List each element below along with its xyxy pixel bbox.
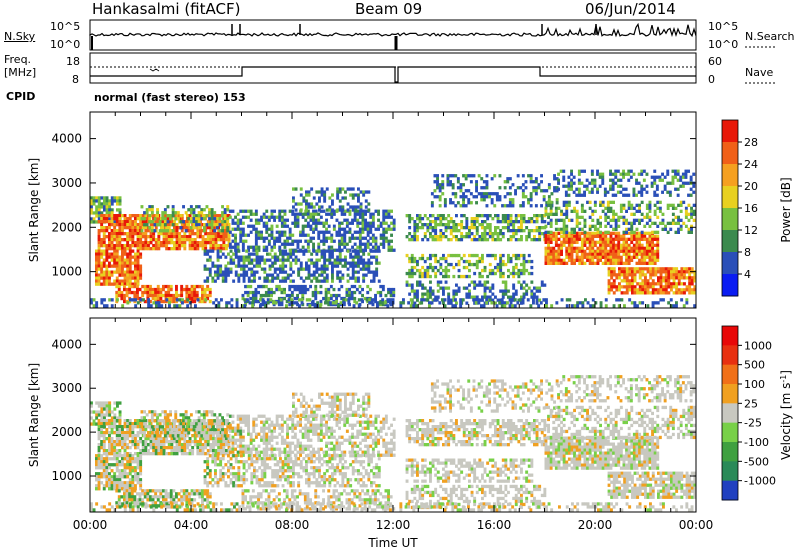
colorbar-cell bbox=[722, 186, 738, 209]
colorbar-cell bbox=[722, 230, 738, 253]
freq-panel-frame bbox=[89, 52, 697, 84]
nave-tick-high: 60 bbox=[708, 55, 722, 68]
freq-label-2: [MHz] bbox=[4, 66, 37, 79]
colorbar-tick-label: 1000 bbox=[744, 339, 772, 352]
colorbar-cell bbox=[722, 480, 738, 501]
x-tick-label: 12:00 bbox=[376, 518, 411, 532]
colorbar-frame bbox=[721, 325, 739, 501]
colorbar-tick-label: 20 bbox=[744, 180, 758, 193]
colorbar-tick-label: 28 bbox=[744, 136, 758, 149]
noise-sky-line bbox=[89, 22, 697, 38]
beam-title: Beam 09 bbox=[355, 0, 423, 18]
freq-line bbox=[90, 66, 696, 83]
nave-tick-low: 0 bbox=[708, 73, 715, 86]
y-tick-label: 2000 bbox=[51, 425, 82, 439]
freq-tick-high: 18 bbox=[66, 55, 80, 68]
colorbar-cell bbox=[722, 252, 738, 275]
y-tick-label: 3000 bbox=[51, 381, 82, 395]
colorbar-tick-label: 25 bbox=[744, 397, 758, 410]
y-tick-label: 4000 bbox=[51, 132, 82, 146]
date-title: 06/Jun/2014 bbox=[585, 0, 676, 18]
nsky-tick-low: 10^0 bbox=[50, 38, 81, 51]
freq-tick-low: 8 bbox=[72, 73, 79, 86]
colorbar-cell bbox=[722, 120, 738, 143]
colorbar-cell bbox=[722, 326, 738, 346]
x-axis-label: Time UT bbox=[367, 536, 418, 550]
nsky-label: N.Sky bbox=[4, 30, 36, 43]
station-title: Hankasalmi (fitACF) bbox=[92, 0, 241, 18]
colorbar-tick-label: 4 bbox=[744, 268, 751, 281]
x-tick-label: 00:00 bbox=[679, 518, 714, 532]
colorbar-tick-label: -25 bbox=[744, 417, 762, 430]
y-tick-label: 2000 bbox=[51, 220, 82, 234]
rti-panel-2 bbox=[90, 375, 697, 512]
colorbar-cell bbox=[722, 403, 738, 424]
colorbar-cell bbox=[722, 442, 738, 462]
nsearch-tick-high: 10^5 bbox=[708, 20, 739, 33]
colorbar-label: Power [dB] bbox=[779, 177, 793, 242]
nsky-tick-high: 10^5 bbox=[50, 20, 81, 33]
y-tick-label: 1000 bbox=[51, 265, 82, 279]
y-axis-label: Slant Range [km] bbox=[27, 158, 41, 262]
colorbar-tick-label: -1000 bbox=[744, 475, 776, 488]
nsearch-label: N.Search bbox=[745, 30, 795, 43]
colorbar-cell bbox=[722, 461, 738, 482]
x-tick-label: 04:00 bbox=[174, 518, 209, 532]
cpid-value: normal (fast stereo) 153 bbox=[94, 91, 246, 104]
cpid-label: CPID bbox=[6, 90, 36, 103]
colorbar-tick-label: 16 bbox=[744, 202, 758, 215]
colorbar-cell bbox=[722, 364, 738, 385]
nsearch-tick-low: 10^0 bbox=[708, 38, 739, 51]
colorbar-tick-label: 24 bbox=[744, 158, 758, 171]
colorbar-cell bbox=[722, 142, 738, 165]
colorbar-tick-label: -100 bbox=[744, 436, 769, 449]
freq-label-1: Freq. bbox=[4, 53, 32, 66]
colorbar-tick-label: 12 bbox=[744, 224, 758, 237]
y-axis-label: Slant Range [km] bbox=[27, 363, 41, 467]
colorbar-cell bbox=[722, 164, 738, 187]
colorbar-cell bbox=[722, 384, 738, 404]
colorbar-tick-label: -500 bbox=[744, 455, 769, 468]
nave-label: Nave bbox=[745, 66, 774, 79]
colorbar-cell bbox=[722, 345, 738, 366]
colorbar-tick-label: 100 bbox=[744, 378, 765, 391]
colorbar-cell bbox=[722, 208, 738, 231]
x-tick-label: 20:00 bbox=[578, 518, 613, 532]
colorbar-tick-label: 500 bbox=[744, 359, 765, 372]
x-tick-label: 08:00 bbox=[275, 518, 310, 532]
colorbar-label: Velocity [m s-1] bbox=[779, 370, 794, 460]
colorbar-cell bbox=[722, 274, 738, 297]
rti-panel-1 bbox=[90, 169, 697, 308]
y-tick-label: 3000 bbox=[51, 176, 82, 190]
x-tick-label: 00:00 bbox=[73, 518, 108, 532]
y-tick-label: 1000 bbox=[51, 469, 82, 483]
freq-blip bbox=[149, 68, 160, 72]
y-tick-label: 4000 bbox=[51, 337, 82, 351]
x-tick-label: 16:00 bbox=[477, 518, 512, 532]
colorbar-cell bbox=[722, 422, 738, 443]
colorbar-tick-label: 8 bbox=[744, 246, 751, 259]
